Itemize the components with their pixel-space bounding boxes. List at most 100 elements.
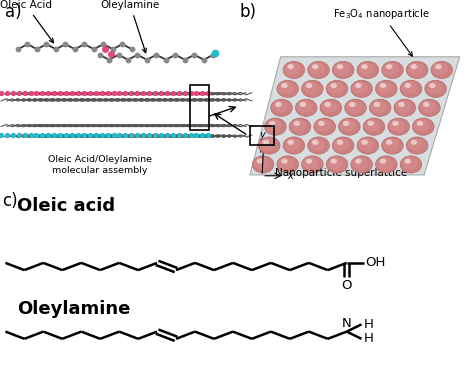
- Circle shape: [386, 139, 392, 145]
- Circle shape: [351, 80, 373, 98]
- Circle shape: [380, 83, 386, 88]
- Circle shape: [392, 121, 399, 126]
- Circle shape: [328, 157, 343, 170]
- Circle shape: [330, 158, 337, 164]
- Circle shape: [367, 121, 374, 126]
- Circle shape: [256, 158, 263, 164]
- Circle shape: [324, 102, 331, 107]
- Circle shape: [406, 61, 428, 79]
- Polygon shape: [250, 57, 460, 175]
- Circle shape: [266, 119, 282, 132]
- Circle shape: [308, 61, 329, 79]
- Circle shape: [414, 119, 429, 132]
- Circle shape: [332, 61, 354, 79]
- Circle shape: [352, 157, 368, 170]
- Circle shape: [277, 156, 299, 173]
- Circle shape: [303, 82, 319, 94]
- Circle shape: [420, 101, 436, 113]
- Circle shape: [357, 61, 379, 79]
- Text: Oleic Acid: Oleic Acid: [0, 0, 54, 43]
- Circle shape: [400, 156, 422, 173]
- Circle shape: [278, 82, 294, 94]
- Circle shape: [349, 102, 356, 107]
- Circle shape: [301, 156, 323, 173]
- Text: x: x: [288, 171, 293, 181]
- Circle shape: [401, 157, 417, 170]
- Circle shape: [404, 83, 411, 88]
- Circle shape: [334, 138, 349, 151]
- Circle shape: [365, 119, 380, 132]
- Circle shape: [371, 101, 386, 113]
- Circle shape: [300, 102, 306, 107]
- Circle shape: [332, 137, 354, 154]
- Circle shape: [357, 137, 379, 154]
- Circle shape: [383, 63, 399, 75]
- Circle shape: [272, 101, 288, 113]
- Circle shape: [425, 80, 447, 98]
- Text: H: H: [363, 318, 373, 331]
- Text: c): c): [2, 192, 18, 210]
- Circle shape: [358, 138, 374, 151]
- Circle shape: [375, 80, 397, 98]
- Circle shape: [263, 139, 269, 145]
- Circle shape: [254, 157, 269, 170]
- Circle shape: [330, 83, 337, 88]
- Circle shape: [271, 99, 292, 116]
- Circle shape: [338, 118, 360, 135]
- Circle shape: [328, 82, 343, 94]
- Circle shape: [352, 82, 368, 94]
- Circle shape: [363, 118, 385, 135]
- Circle shape: [309, 63, 325, 75]
- Circle shape: [401, 82, 417, 94]
- Text: O: O: [341, 279, 352, 292]
- Text: OH: OH: [365, 256, 385, 270]
- Text: Oleylamine: Oleylamine: [101, 0, 160, 53]
- Circle shape: [355, 158, 362, 164]
- Circle shape: [318, 121, 325, 126]
- Circle shape: [281, 83, 288, 88]
- Circle shape: [283, 137, 305, 154]
- Circle shape: [283, 61, 305, 79]
- Circle shape: [408, 63, 423, 75]
- Bar: [190, 85, 209, 130]
- Circle shape: [343, 121, 349, 126]
- Text: y: y: [259, 130, 264, 140]
- Text: H: H: [363, 332, 373, 345]
- Circle shape: [291, 119, 306, 132]
- Circle shape: [260, 138, 275, 151]
- Circle shape: [417, 121, 423, 126]
- Circle shape: [377, 82, 392, 94]
- Circle shape: [431, 61, 453, 79]
- Circle shape: [388, 118, 410, 135]
- Circle shape: [380, 158, 386, 164]
- Circle shape: [312, 64, 319, 69]
- Text: Oleic acid: Oleic acid: [17, 197, 115, 215]
- Circle shape: [312, 139, 319, 145]
- Circle shape: [301, 80, 323, 98]
- Circle shape: [264, 118, 286, 135]
- Circle shape: [334, 63, 349, 75]
- Circle shape: [358, 63, 374, 75]
- Circle shape: [429, 83, 436, 88]
- Circle shape: [374, 102, 380, 107]
- Circle shape: [281, 158, 288, 164]
- Circle shape: [297, 101, 312, 113]
- Circle shape: [419, 99, 440, 116]
- Text: Nanoparticle superlattice: Nanoparticle superlattice: [275, 168, 408, 178]
- Circle shape: [306, 158, 312, 164]
- Circle shape: [383, 138, 399, 151]
- Circle shape: [389, 119, 405, 132]
- Circle shape: [277, 80, 299, 98]
- Circle shape: [278, 157, 294, 170]
- Circle shape: [410, 64, 417, 69]
- Circle shape: [432, 63, 448, 75]
- Circle shape: [337, 64, 343, 69]
- Circle shape: [252, 156, 274, 173]
- Circle shape: [293, 121, 300, 126]
- Circle shape: [284, 63, 300, 75]
- Text: Fe$_3$O$_4$ nanoparticle: Fe$_3$O$_4$ nanoparticle: [333, 7, 430, 56]
- Circle shape: [315, 119, 331, 132]
- Circle shape: [355, 83, 362, 88]
- Circle shape: [326, 80, 348, 98]
- Circle shape: [361, 139, 368, 145]
